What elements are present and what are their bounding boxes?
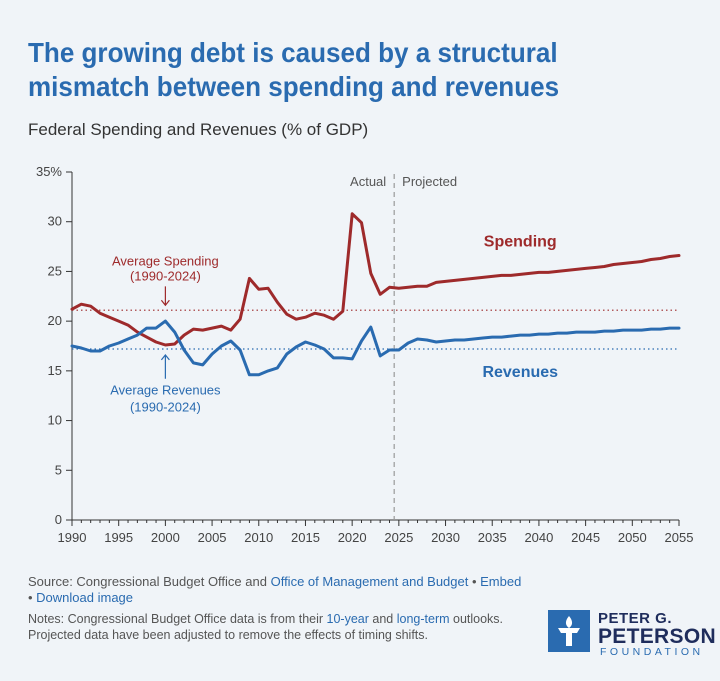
annotations: Average Spending(1990-2024)Average Reven… bbox=[110, 234, 558, 415]
avg-revenues-label-line2: (1990-2024) bbox=[130, 400, 201, 415]
x-tick-label: 2005 bbox=[198, 530, 227, 545]
y-tick-label: 35% bbox=[36, 164, 62, 179]
notes-mid: and bbox=[368, 612, 397, 626]
revenues-series-label: Revenues bbox=[482, 364, 558, 381]
actual-label: Actual bbox=[350, 174, 386, 189]
actual-projected-divider: Actual Projected bbox=[350, 174, 457, 520]
x-tick-label: 2015 bbox=[291, 530, 320, 545]
notes-prefix: Notes: Congressional Budget Office data … bbox=[28, 612, 327, 626]
chart-subtitle: Federal Spending and Revenues (% of GDP) bbox=[28, 120, 369, 139]
logo-line3: FOUNDATION bbox=[600, 646, 704, 658]
embed-link[interactable]: Embed bbox=[480, 574, 522, 589]
series-lines bbox=[70, 212, 681, 377]
notes-suffix: outlooks. Projected data have been adjus… bbox=[28, 612, 504, 642]
x-tick-label: 2045 bbox=[571, 530, 600, 545]
y-tick-label: 20 bbox=[48, 313, 62, 328]
x-tick-label: 2040 bbox=[524, 530, 553, 545]
x-tick-label: 1995 bbox=[104, 530, 133, 545]
avg-revenues-arrow bbox=[160, 353, 170, 379]
y-tick-label: 0 bbox=[55, 512, 62, 527]
notes: Notes: Congressional Budget Office data … bbox=[28, 611, 538, 643]
source-note: Source: Congressional Budget Office and … bbox=[28, 574, 528, 606]
separator: • bbox=[28, 590, 37, 605]
revenues-line bbox=[70, 319, 681, 377]
x-tick-label: 2030 bbox=[431, 530, 460, 545]
avg-revenues-label-line1: Average Revenues bbox=[110, 383, 221, 398]
logo-line2: PETERSON bbox=[598, 625, 716, 648]
avg-spending-label-line1: Average Spending bbox=[112, 253, 219, 268]
y-tick-label: 15 bbox=[48, 363, 62, 378]
omb-link[interactable]: Office of Management and Budget bbox=[270, 574, 469, 589]
projected-label: Projected bbox=[402, 174, 457, 189]
source-prefix: Source: Congressional Budget Office and bbox=[28, 574, 271, 589]
avg-spending-label-line2: (1990-2024) bbox=[130, 268, 201, 283]
download-image-link[interactable]: Download image bbox=[36, 590, 134, 605]
x-tick-label: 2035 bbox=[478, 530, 507, 545]
peterson-foundation-logo[interactable]: PETER G. PETERSON FOUNDATION bbox=[548, 610, 716, 660]
spending-line bbox=[70, 212, 681, 347]
y-tick-label: 10 bbox=[48, 413, 62, 428]
y-tick-label: 25 bbox=[48, 263, 62, 278]
torch-icon bbox=[548, 610, 590, 652]
y-axis: 0 5 10 15 20 25 30 35% bbox=[36, 164, 73, 527]
logo-line1: PETER G. bbox=[598, 610, 673, 627]
x-tick-label: 2000 bbox=[151, 530, 180, 545]
spending-series-label: Spending bbox=[484, 234, 557, 251]
x-tick-label: 2055 bbox=[665, 530, 694, 545]
ten-year-link[interactable]: 10-year bbox=[326, 612, 369, 626]
avg-spending-arrow bbox=[160, 286, 170, 307]
separator: • bbox=[468, 574, 481, 589]
x-tick-label: 2010 bbox=[244, 530, 273, 545]
long-term-link[interactable]: long-term bbox=[396, 612, 450, 626]
y-tick-label: 30 bbox=[48, 214, 62, 229]
y-tick-label: 5 bbox=[55, 462, 62, 477]
x-tick-label: 2020 bbox=[338, 530, 367, 545]
x-tick-label: 2025 bbox=[384, 530, 413, 545]
page-title: The growing debt is caused by a structur… bbox=[28, 37, 560, 102]
x-tick-label: 2050 bbox=[618, 530, 647, 545]
x-axis: 1990 1995 2000 2005 2010 2015 2020 2025 2030 2035… bbox=[58, 519, 694, 545]
x-tick-label: 1990 bbox=[58, 530, 87, 545]
